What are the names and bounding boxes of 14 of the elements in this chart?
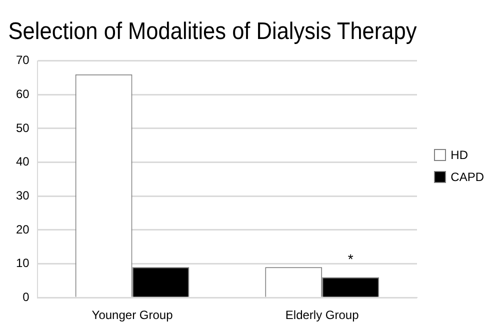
y-tick-label: 50 [16, 120, 30, 135]
y-tick-label: 30 [16, 188, 30, 202]
annotation: * [348, 251, 354, 268]
x-tick-label: Elderly Group [285, 308, 360, 322]
x-tick-label: Younger Group [92, 308, 174, 322]
chart-title: Selection of Modalities of Dialysis Therapy [8, 17, 418, 44]
y-tick-label: 20 [16, 222, 30, 236]
text: HD [450, 148, 468, 162]
y-tick-label: 40 [16, 154, 30, 169]
y-tick-label: 60 [16, 86, 30, 101]
y-tick-label: 10 [16, 256, 30, 270]
y-tick-label: 70 [16, 53, 30, 68]
legend-label: CAPD [450, 170, 484, 184]
y-tick-label: 0 [22, 290, 30, 304]
